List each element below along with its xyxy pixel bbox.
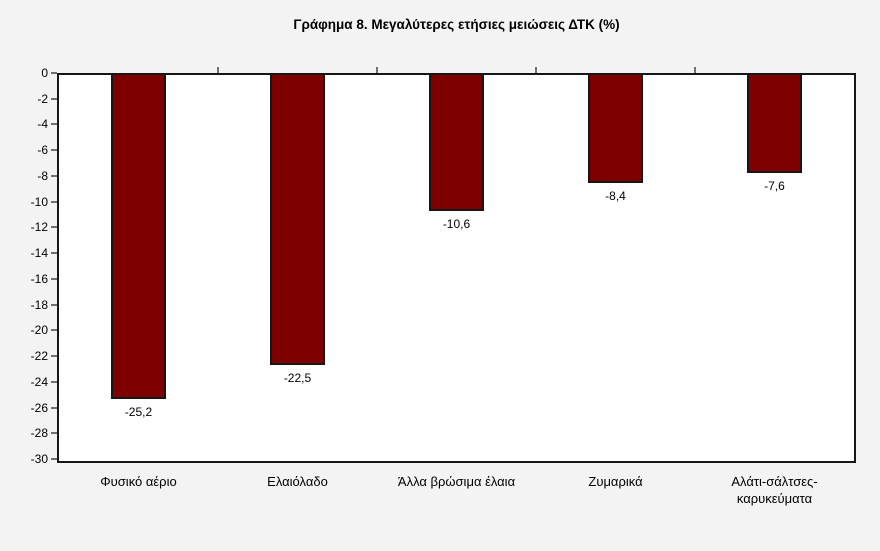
y-axis-tick-label: -24 <box>30 374 48 389</box>
y-axis-tick-label: -16 <box>30 271 48 286</box>
chart-title: Γράφημα 8. Μεγαλύτερες ετήσιες μειώσεις … <box>293 17 620 32</box>
y-axis-tick-label: -28 <box>30 426 48 441</box>
bar-1 <box>111 75 166 400</box>
bar-5 <box>747 75 802 173</box>
y-axis-tick <box>51 355 57 358</box>
bar-2 <box>270 75 325 365</box>
bar-value-label: -10,6 <box>442 217 471 232</box>
x-category-label: Άλλα βρώσιμα έλαια <box>397 474 516 489</box>
x-axis-tick <box>217 67 219 73</box>
y-axis-tick-label: -8 <box>37 168 48 183</box>
y-axis-tick <box>51 226 57 229</box>
x-axis-tick <box>694 67 696 73</box>
y-axis-tick <box>51 380 57 383</box>
y-axis-tick <box>51 406 57 409</box>
bar-value-label: -7,6 <box>764 178 785 193</box>
y-axis-tick <box>51 252 57 255</box>
y-axis-tick <box>51 432 57 435</box>
x-axis-tick <box>376 67 378 73</box>
y-axis-tick <box>51 200 57 203</box>
x-category-label: Φυσικό αέριο <box>100 474 177 489</box>
bar-3 <box>429 75 484 212</box>
y-axis-tick <box>51 149 57 152</box>
y-axis-tick-label: -30 <box>30 452 48 466</box>
y-axis-tick <box>51 97 57 100</box>
x-category-label: Αλάτι-σάλτσες-καρυκεύματα <box>731 474 818 506</box>
x-axis-tick <box>535 67 537 73</box>
bar-value-label: -22,5 <box>283 370 312 385</box>
y-axis-tick-label: 0 <box>41 66 48 80</box>
bar-value-label: -25,2 <box>124 405 153 420</box>
y-axis-tick-label: -22 <box>30 349 48 364</box>
y-axis-tick <box>51 458 57 460</box>
bar-value-label: -8,4 <box>605 189 626 204</box>
x-category-label: Ελαιόλαδο <box>267 474 328 489</box>
y-axis-tick-label: -20 <box>30 323 48 338</box>
bar-4 <box>588 75 643 184</box>
x-category-label: Ζυμαρικά <box>588 474 643 489</box>
y-axis-tick-label: -18 <box>30 297 48 312</box>
y-axis-tick <box>51 174 57 177</box>
y-axis-tick-label: -4 <box>37 117 48 132</box>
y-axis-tick <box>51 72 57 74</box>
y-axis-tick-label: -26 <box>30 400 48 415</box>
y-axis-tick <box>51 123 57 126</box>
y-axis-tick <box>51 329 57 332</box>
y-axis-tick-label: -12 <box>30 220 48 235</box>
y-axis-tick-label: -14 <box>30 246 48 261</box>
y-axis-tick-label: -10 <box>30 194 48 209</box>
y-axis-tick <box>51 303 57 306</box>
y-axis-tick-label: -6 <box>37 143 48 158</box>
y-axis-tick <box>51 277 57 280</box>
y-axis-tick-label: -2 <box>37 91 48 106</box>
